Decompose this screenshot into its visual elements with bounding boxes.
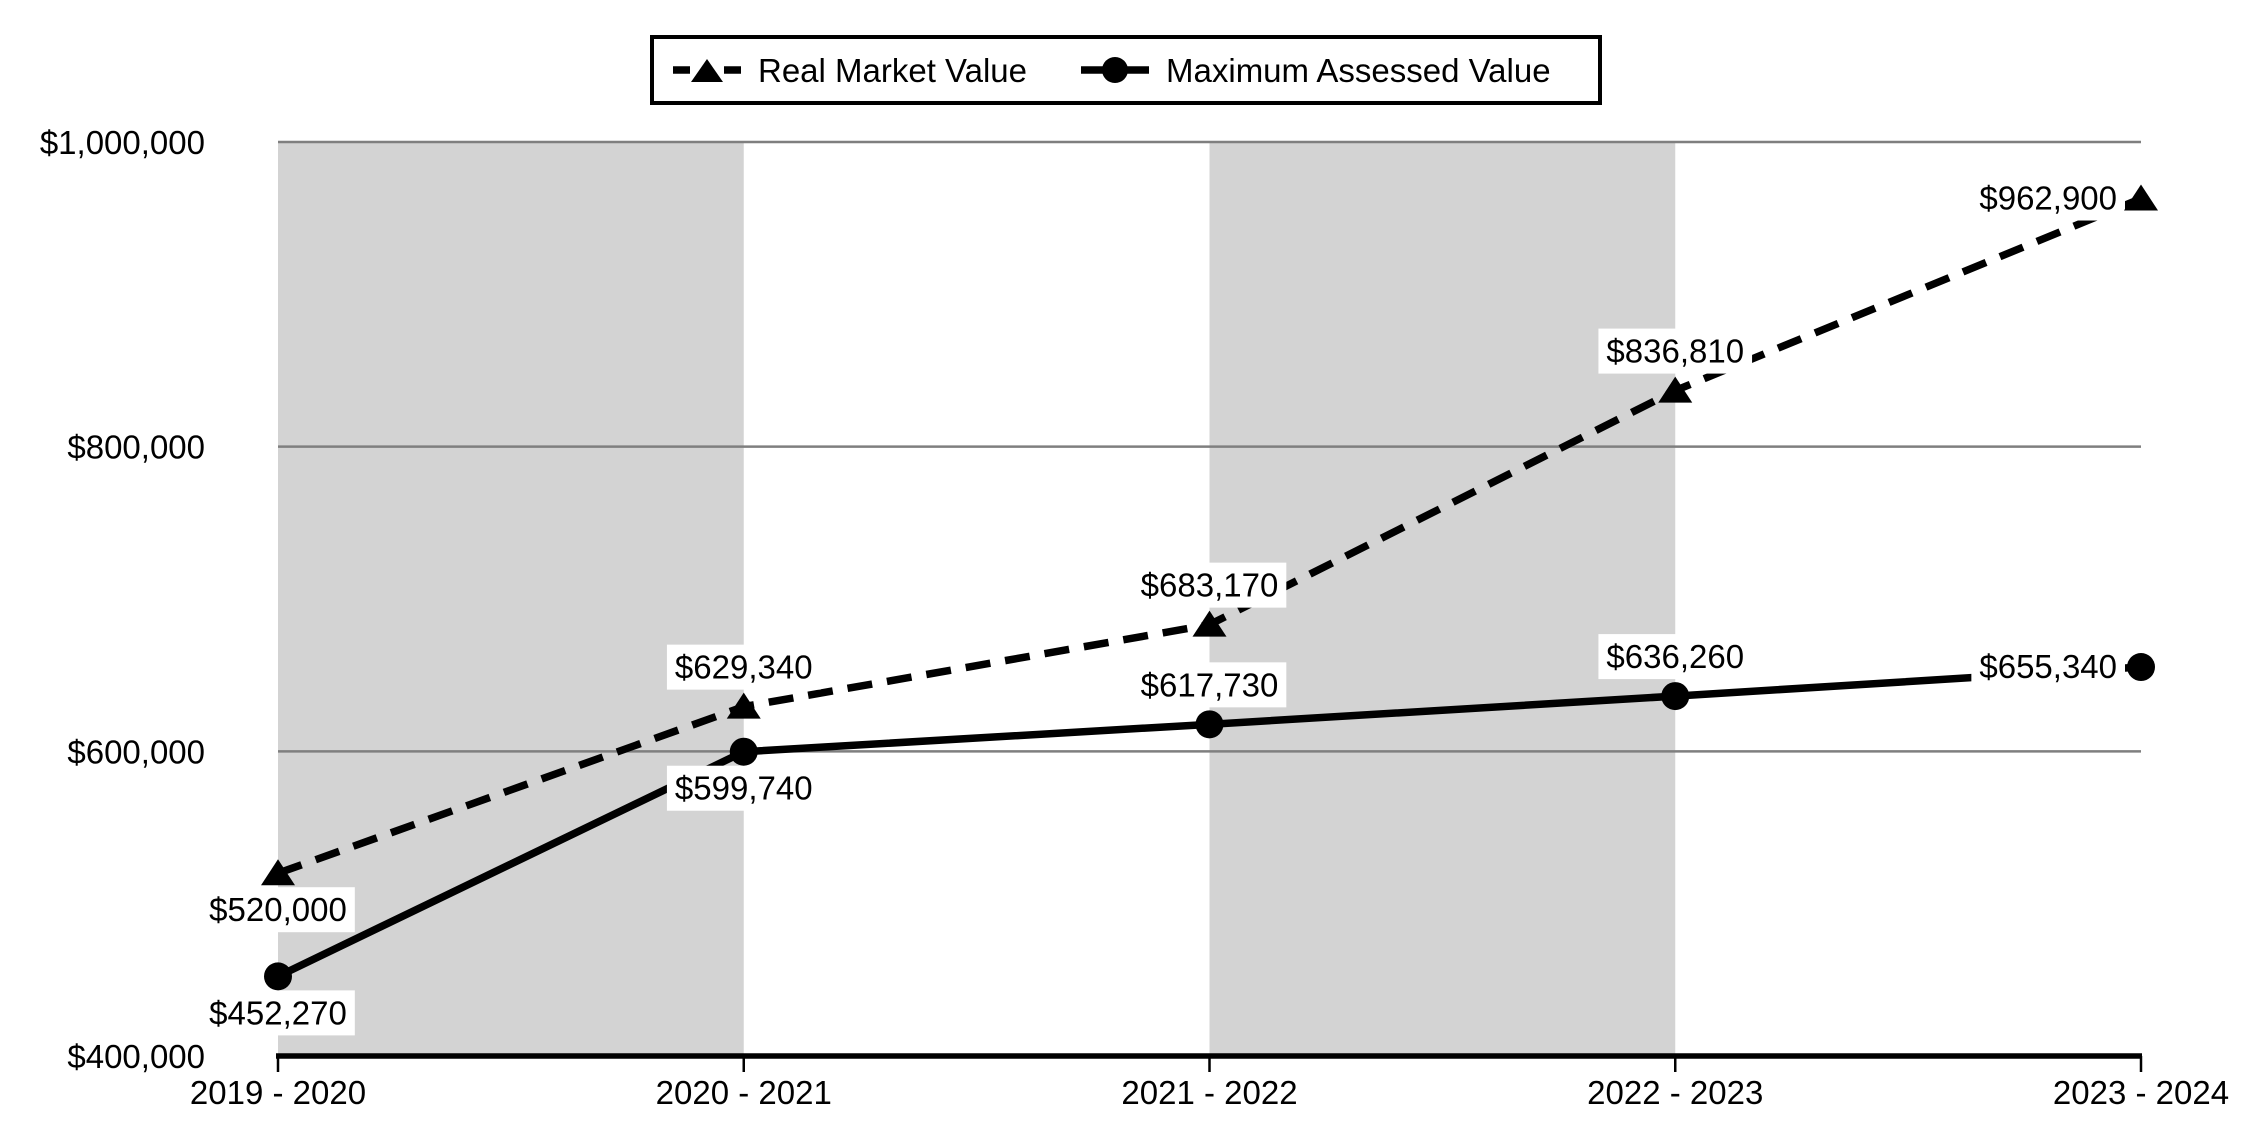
data-label-bg [666, 765, 821, 811]
triangle-marker-icon [726, 692, 761, 719]
data-label: $962,900 [1979, 180, 2117, 217]
dashed-line-triangle-marker-icon [673, 59, 741, 82]
data-label: $655,340 [1979, 648, 2117, 685]
shaded-band [1209, 142, 1676, 1056]
triangle-marker-icon [2124, 184, 2158, 211]
shaded-band [278, 142, 744, 1056]
data-label: $629,340 [675, 649, 813, 686]
data-label: $452,270 [209, 994, 347, 1031]
data-label: $836,810 [1606, 333, 1744, 370]
data-label-bg [1598, 634, 1753, 680]
y-tick-label: $800,000 [67, 429, 205, 466]
legend-label-maximum-assessed-value: Maximum Assessed Value [1166, 51, 1551, 89]
legend-entry-maximum-assessed-value: Maximum Assessed Value [1081, 54, 1551, 87]
circle-marker-icon [264, 962, 292, 991]
data-label-bg [1971, 644, 2125, 690]
triangle-marker-icon [1192, 610, 1227, 637]
x-tick-label: 2023 - 2024 [2053, 1074, 2229, 1111]
x-tick-label: 2020 - 2021 [656, 1074, 832, 1111]
data-label-bg [1971, 175, 2125, 221]
y-tick-label: $1,000,000 [40, 124, 205, 161]
legend-label-real-market-value: Real Market Value [758, 51, 1028, 89]
x-tick-label: 2019 - 2020 [190, 1074, 366, 1111]
data-label-bg [201, 887, 355, 933]
triangle-marker-icon [261, 859, 295, 886]
data-label: $683,170 [1141, 567, 1279, 604]
circle-marker-icon [1661, 682, 1690, 711]
data-label-bg [1598, 328, 1753, 374]
data-label-bg [201, 990, 355, 1036]
legend: Real Market Value Maximum Assessed Value [650, 35, 1602, 105]
data-label-bg [1132, 662, 1287, 708]
x-tick-label: 2021 - 2022 [1121, 1074, 1297, 1111]
data-label: $520,000 [209, 891, 347, 928]
circle-marker-icon [2127, 653, 2155, 682]
circle-marker-icon [729, 737, 758, 766]
x-tick-label: 2022 - 2023 [1587, 1074, 1763, 1111]
data-label-bg [666, 644, 821, 690]
y-tick-label: $600,000 [67, 733, 205, 770]
triangle-marker-icon [1658, 376, 1693, 403]
y-tick-label: $400,000 [67, 1038, 205, 1075]
data-label-bg [1132, 562, 1287, 608]
circle-marker-icon [1195, 710, 1224, 739]
solid-line-circle-marker-icon [1081, 57, 1150, 83]
data-label: $636,260 [1606, 638, 1744, 675]
data-label: $599,740 [675, 770, 813, 807]
data-label: $617,730 [1141, 666, 1279, 703]
legend-entry-real-market-value: Real Market Value [673, 54, 1027, 87]
